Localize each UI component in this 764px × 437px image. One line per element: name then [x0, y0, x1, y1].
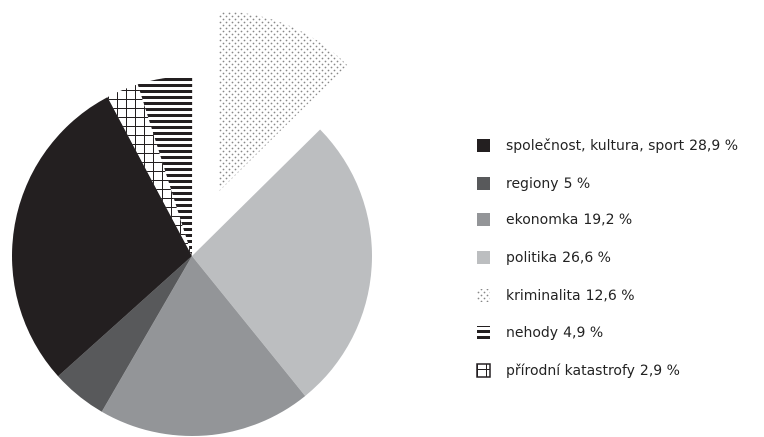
legend-label: politika 26,6 % — [506, 250, 611, 266]
legend-swatch — [476, 363, 491, 378]
legend-value: 28,9 % — [689, 138, 738, 154]
legend-category: nehody — [506, 325, 558, 341]
pie-slice — [58, 256, 193, 412]
legend-label: ekonomka 19,2 % — [506, 212, 632, 228]
pie-slice — [192, 129, 372, 396]
legend-value: 5 % — [564, 176, 591, 192]
legend-category: přírodní katastrofy — [506, 363, 635, 379]
pie-slice — [11, 97, 192, 377]
pie-slice — [219, 11, 348, 192]
legend-swatch — [477, 251, 490, 264]
legend-category: politika — [506, 250, 557, 266]
legend-category: regiony — [506, 176, 559, 192]
legend-label: nehody 4,9 % — [506, 325, 603, 341]
legend-value: 19,2 % — [583, 212, 632, 228]
pie-slice — [101, 256, 306, 436]
legend-swatch — [477, 213, 490, 226]
legend-value: 4,9 % — [563, 325, 603, 341]
legend-category: kriminalita — [506, 288, 581, 304]
legend: společnost, kultura, sport 28,9 % regiony 5… — [476, 138, 738, 379]
pie-slice — [107, 84, 192, 256]
legend-swatch — [477, 139, 490, 152]
legend-swatch — [477, 289, 490, 302]
pie — [11, 11, 372, 436]
legend-value: 2,9 % — [640, 363, 680, 379]
legend-label: regiony 5 % — [506, 176, 590, 192]
legend-label: kriminalita 12,6 % — [506, 288, 635, 304]
legend-label: společnost, kultura, sport 28,9 % — [506, 138, 738, 154]
legend-value: 26,6 % — [562, 250, 611, 266]
legend-swatch — [477, 326, 490, 339]
legend-category: společnost, kultura, sport — [506, 138, 685, 154]
legend-label: přírodní katastrofy 2,9 % — [506, 363, 680, 379]
legend-category: ekonomka — [506, 212, 578, 228]
legend-value: 12,6 % — [586, 288, 635, 304]
legend-swatch — [477, 177, 490, 190]
pie-slice — [137, 76, 193, 256]
